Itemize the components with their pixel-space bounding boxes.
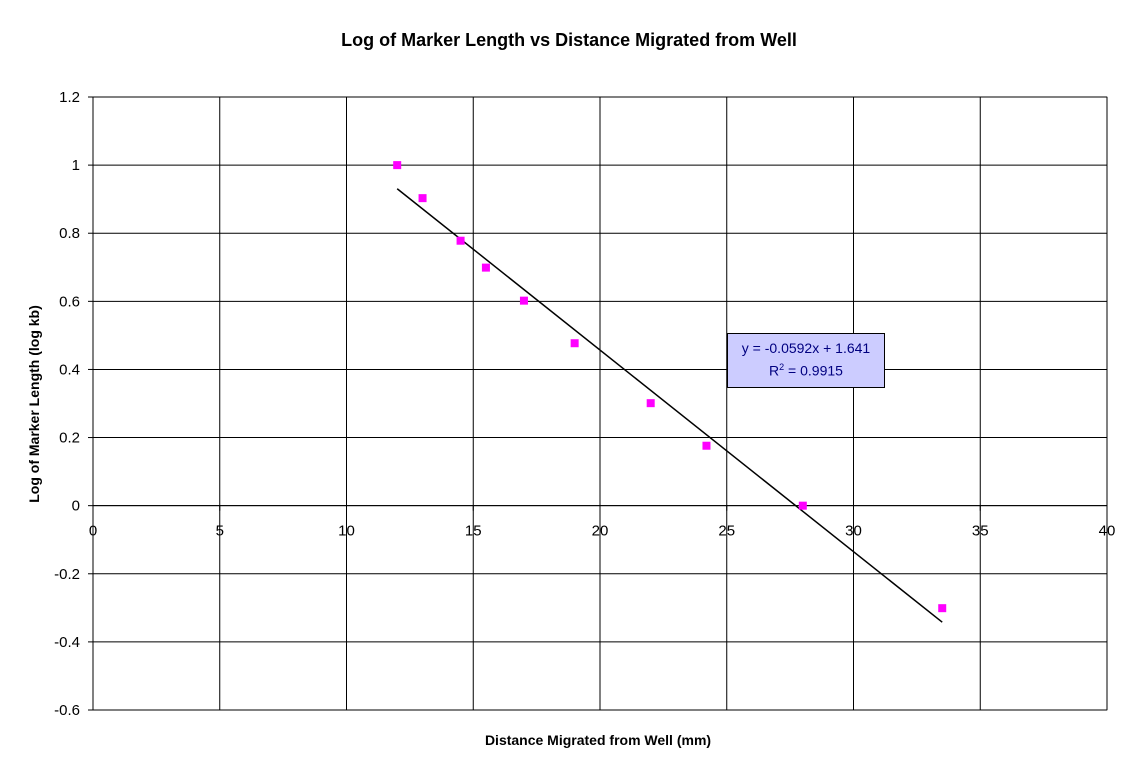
y-tick-label: 0.4 bbox=[59, 361, 80, 378]
x-tick-label: 40 bbox=[1099, 523, 1116, 540]
data-point bbox=[570, 339, 579, 348]
data-point bbox=[798, 501, 807, 510]
x-tick-label: 30 bbox=[845, 523, 862, 540]
trendline-r-squared: R2 = 0.9915 bbox=[728, 362, 884, 379]
y-tick-label: 0.6 bbox=[59, 293, 80, 310]
x-tick-label: 10 bbox=[338, 523, 355, 540]
data-point bbox=[702, 441, 711, 450]
data-point bbox=[646, 399, 655, 408]
data-point bbox=[481, 263, 490, 272]
data-point bbox=[519, 296, 528, 305]
x-tick-label: 35 bbox=[972, 523, 989, 540]
trendline bbox=[396, 188, 943, 623]
y-tick-label: -0.4 bbox=[54, 634, 80, 651]
x-tick-label: 15 bbox=[465, 523, 482, 540]
y-tick-label: -0.6 bbox=[54, 702, 80, 719]
y-tick-label: 1 bbox=[72, 157, 80, 174]
r2-prefix: R bbox=[769, 362, 780, 379]
trendline-equation-box: y = -0.0592x + 1.641 R2 = 0.9915 bbox=[727, 333, 885, 388]
x-tick-label: 20 bbox=[592, 523, 609, 540]
y-axis-label: Log of Marker Length (log kb) bbox=[26, 305, 42, 503]
r2-value: = 0.9915 bbox=[784, 362, 843, 379]
y-tick-label: 0.2 bbox=[59, 430, 80, 447]
x-tick-label: 0 bbox=[89, 523, 97, 540]
x-axis-label: Distance Migrated from Well (mm) bbox=[484, 732, 712, 748]
trendline-equation: y = -0.0592x + 1.641 bbox=[741, 340, 871, 356]
data-point bbox=[938, 604, 947, 613]
data-point bbox=[456, 236, 465, 245]
y-tick-label: 0.8 bbox=[59, 225, 80, 242]
y-tick-label: 1.2 bbox=[59, 89, 80, 106]
data-point bbox=[418, 194, 427, 203]
x-tick-label: 25 bbox=[718, 523, 735, 540]
x-tick-label: 5 bbox=[216, 523, 224, 540]
data-point bbox=[393, 161, 402, 170]
y-tick-label: 0 bbox=[72, 498, 80, 515]
r2-superscript: 2 bbox=[779, 362, 785, 372]
y-tick-label: -0.2 bbox=[54, 566, 80, 583]
chart-title: Log of Marker Length vs Distance Migrate… bbox=[341, 30, 797, 50]
